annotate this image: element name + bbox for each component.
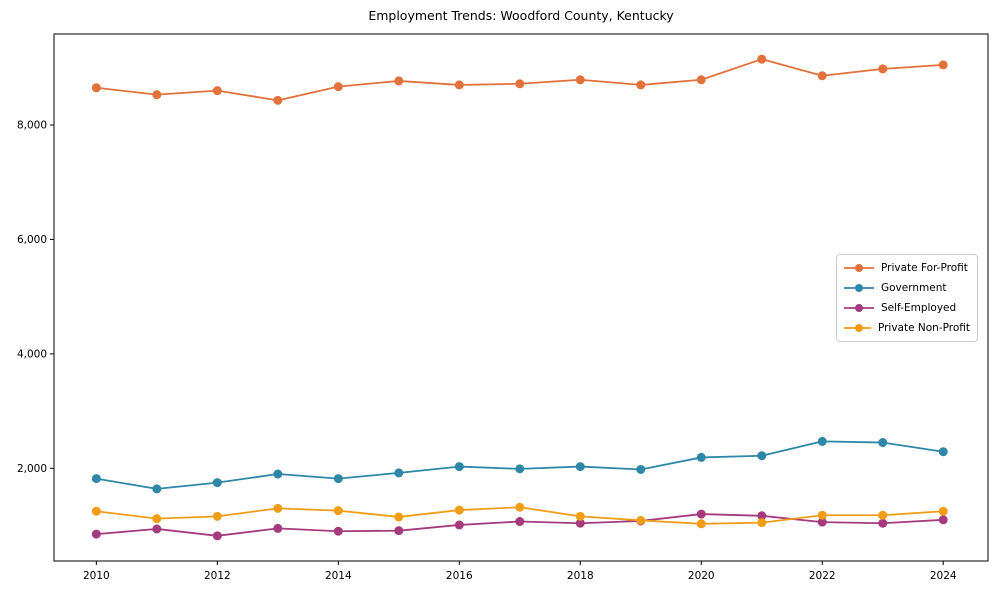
- data-point: [212, 531, 222, 541]
- data-point: [515, 79, 525, 89]
- legend-item-2: Self-Employed: [844, 299, 970, 317]
- data-point: [575, 462, 585, 472]
- data-point: [212, 511, 222, 521]
- data-point: [696, 75, 706, 85]
- data-point: [757, 511, 767, 521]
- data-point: [757, 54, 767, 64]
- data-point: [636, 515, 646, 525]
- data-point: [91, 506, 101, 516]
- legend-marker-icon: [844, 284, 874, 292]
- y-tick-label: 2,000: [17, 463, 47, 475]
- data-point: [91, 529, 101, 539]
- data-point: [817, 71, 827, 81]
- data-point: [152, 514, 162, 524]
- data-point: [394, 526, 404, 536]
- data-point: [273, 469, 283, 479]
- data-point: [938, 447, 948, 457]
- x-tick-label: 2012: [204, 570, 231, 582]
- x-tick-label: 2018: [567, 570, 594, 582]
- legend-label: Private For-Profit: [881, 262, 968, 274]
- data-point: [696, 452, 706, 462]
- data-point: [515, 464, 525, 474]
- data-point: [454, 520, 464, 530]
- y-tick-label: 4,000: [17, 348, 47, 360]
- data-point: [333, 526, 343, 536]
- data-point: [696, 509, 706, 519]
- legend-item-0: Private For-Profit: [844, 259, 970, 277]
- data-point: [878, 64, 888, 74]
- data-point: [938, 515, 948, 525]
- data-point: [636, 464, 646, 474]
- data-point: [817, 517, 827, 527]
- data-point: [696, 519, 706, 529]
- data-point: [757, 451, 767, 461]
- x-tick-label: 2014: [325, 570, 352, 582]
- data-point: [394, 512, 404, 522]
- data-point: [273, 503, 283, 513]
- data-point: [152, 484, 162, 494]
- data-point: [394, 76, 404, 86]
- data-point: [152, 524, 162, 534]
- data-point: [273, 523, 283, 533]
- legend-label: Self-Employed: [881, 302, 957, 314]
- x-tick-label: 2010: [83, 570, 110, 582]
- legend-label: Private Non-Profit: [877, 322, 970, 334]
- data-point: [878, 518, 888, 528]
- data-point: [878, 438, 888, 448]
- x-tick-label: 2020: [688, 570, 715, 582]
- data-point: [575, 75, 585, 85]
- data-point: [454, 462, 464, 472]
- legend: Private For-Profit Government Self-Employe…: [836, 254, 978, 342]
- x-tick-label: 2016: [446, 570, 473, 582]
- data-point: [333, 506, 343, 516]
- x-tick-label: 2022: [809, 570, 836, 582]
- data-point: [91, 474, 101, 484]
- data-point: [938, 506, 948, 516]
- data-point: [454, 505, 464, 515]
- legend-item-3: Private Non-Profit: [844, 319, 970, 337]
- data-point: [878, 510, 888, 520]
- data-point: [212, 478, 222, 488]
- data-point: [394, 468, 404, 478]
- legend-label: Government: [881, 282, 947, 294]
- x-tick-label: 2024: [930, 570, 957, 582]
- data-point: [91, 83, 101, 93]
- data-point: [575, 518, 585, 528]
- data-point: [575, 511, 585, 521]
- data-point: [212, 86, 222, 96]
- legend-marker-icon: [844, 264, 874, 272]
- data-point: [333, 474, 343, 484]
- data-point: [817, 510, 827, 520]
- y-tick-label: 6,000: [17, 234, 47, 246]
- data-point: [333, 82, 343, 92]
- y-tick-label: 8,000: [17, 119, 47, 131]
- data-point: [817, 436, 827, 446]
- data-point: [454, 80, 464, 90]
- data-point: [273, 95, 283, 105]
- legend-marker-icon: [844, 324, 871, 332]
- legend-marker-icon: [844, 304, 874, 312]
- data-point: [152, 90, 162, 100]
- chart-title: Employment Trends: Woodford County, Kent…: [368, 8, 674, 23]
- data-point: [515, 502, 525, 512]
- data-point: [515, 517, 525, 527]
- data-point: [938, 60, 948, 70]
- legend-item-1: Government: [844, 279, 970, 297]
- data-point: [757, 518, 767, 528]
- data-point: [636, 80, 646, 90]
- plot-border: [53, 33, 989, 562]
